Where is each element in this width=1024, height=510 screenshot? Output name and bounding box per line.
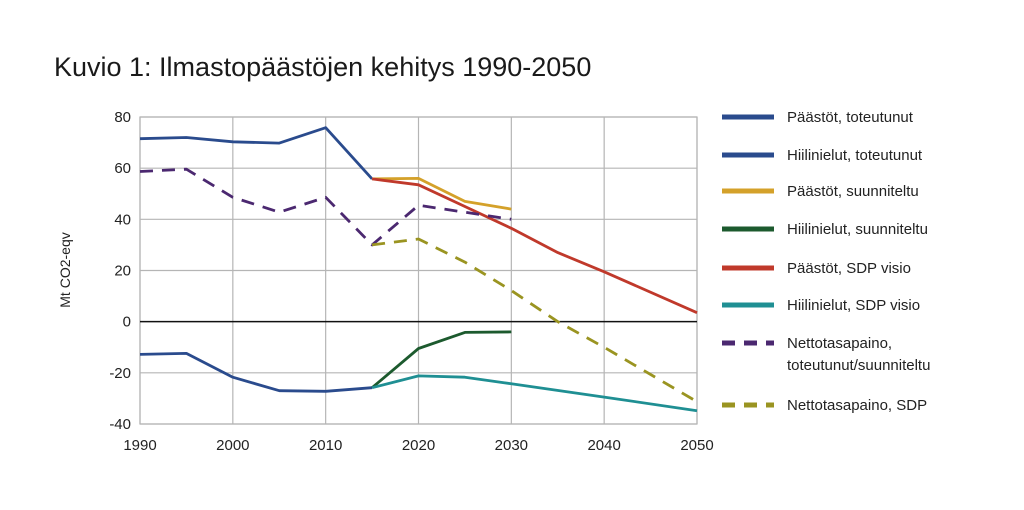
legend-label: Hiilinielut, SDP visio	[787, 297, 920, 314]
series-line-1	[139, 126, 374, 180]
series-line-6	[371, 374, 698, 413]
x-tick-label: 2010	[309, 437, 342, 454]
legend-label: Päästöt, suunniteltu	[787, 183, 919, 200]
legend-label: Päästöt, SDP visio	[787, 260, 911, 277]
legend-label: Hiilinielut, suunniteltu	[787, 221, 928, 238]
y-tick-label: 80	[114, 109, 131, 126]
series-line-5	[371, 177, 698, 314]
y-axis-label: Mt CO2-eqv	[57, 232, 73, 307]
x-tick-label: 1990	[123, 437, 156, 454]
x-tick-label: 2050	[680, 437, 713, 454]
x-tick-label: 2000	[216, 437, 249, 454]
series-line-7	[139, 167, 512, 247]
x-tick-label: 2030	[495, 437, 528, 454]
series-line-3	[372, 176, 512, 211]
y-tick-label: 60	[114, 160, 131, 177]
y-tick-label: -40	[109, 416, 131, 433]
y-tick-label: 40	[114, 211, 131, 228]
y-tick-label: 0	[123, 314, 131, 331]
x-tick-label: 2020	[402, 437, 435, 454]
legend-label: Nettotasapaino, toteutunut/suunniteltu	[787, 335, 930, 374]
legend-label: Hiilinielut, toteutunut	[787, 147, 923, 164]
legend-label: Nettotasapaino, SDP	[787, 397, 927, 414]
chart-title: Kuvio 1: Ilmastopäästöjen kehitys 1990-2…	[54, 52, 592, 82]
y-tick-label: -20	[109, 365, 131, 382]
y-tick-label: 20	[114, 263, 131, 280]
series-line-8	[371, 237, 698, 403]
series-line-2	[139, 351, 373, 393]
x-tick-label: 2040	[587, 437, 620, 454]
legend-label: Päästöt, toteutunut	[787, 109, 914, 126]
series-line-4	[371, 330, 512, 389]
